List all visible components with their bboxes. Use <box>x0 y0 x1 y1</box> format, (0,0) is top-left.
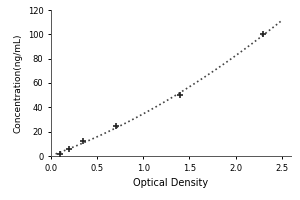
X-axis label: Optical Density: Optical Density <box>134 178 208 188</box>
Y-axis label: Concentration(ng/mL): Concentration(ng/mL) <box>13 33 22 133</box>
